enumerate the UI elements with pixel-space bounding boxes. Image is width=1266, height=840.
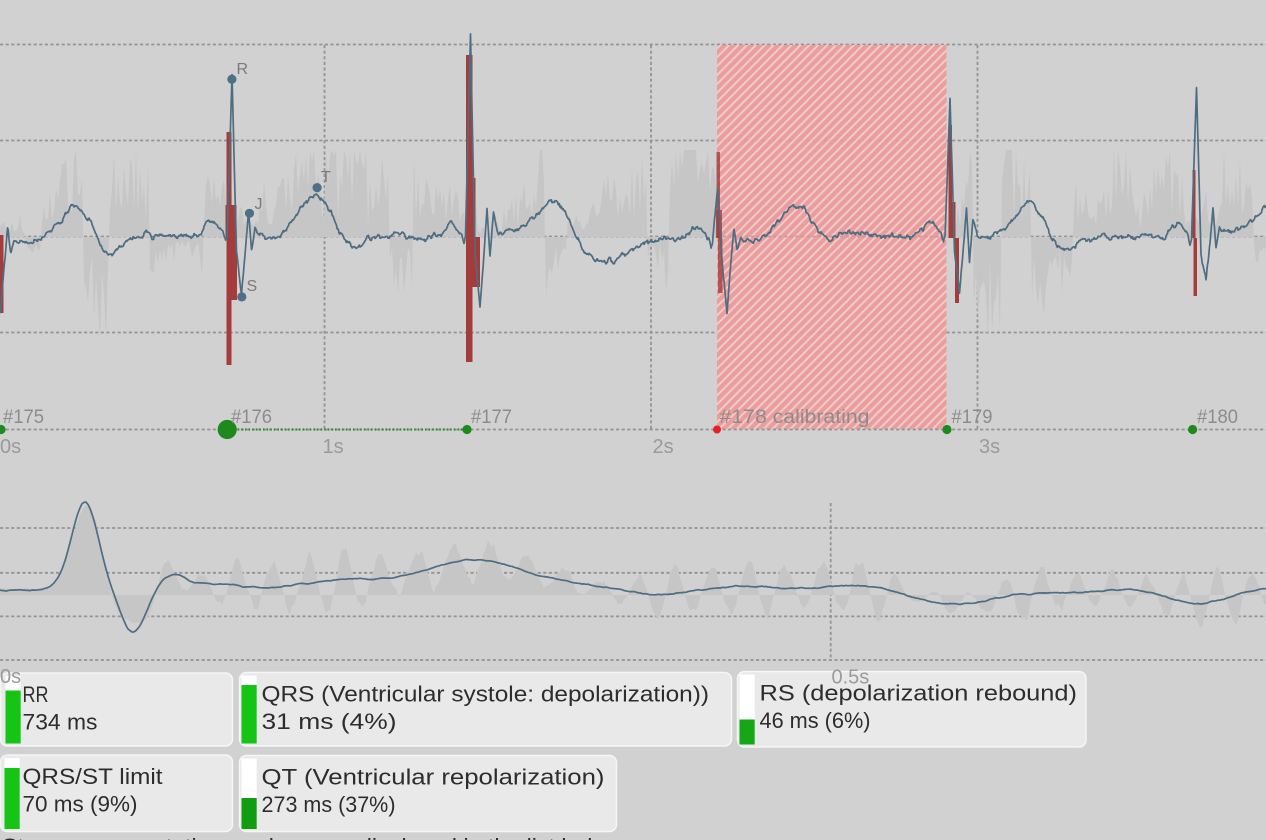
svg-text:273 ms (37%): 273 ms (37%) [262, 792, 396, 817]
svg-text:#180: #180 [1197, 406, 1238, 428]
svg-text:Stream segmentation markers ar: Stream segmentation markers are displaye… [2, 834, 622, 840]
svg-text:QRS (Ventricular systole: depo: QRS (Ventricular systole: depolarization… [262, 681, 710, 706]
svg-text:#175: #175 [3, 406, 44, 428]
svg-text:RR: RR [23, 682, 49, 707]
svg-text:QRS/ST limit: QRS/ST limit [23, 764, 163, 789]
svg-text:QT (Ventricular repolarization: QT (Ventricular repolarization) [262, 764, 605, 789]
svg-text:RS (depolarization rebound): RS (depolarization rebound) [760, 680, 1078, 705]
svg-text:46 ms (6%): 46 ms (6%) [760, 708, 871, 733]
svg-text:31 ms (4%): 31 ms (4%) [262, 709, 397, 734]
svg-text:#177: #177 [471, 406, 512, 428]
svg-text:1s: 1s [323, 436, 344, 458]
svg-text:0.5s: 0.5s [832, 667, 870, 689]
svg-text:#178 calibrating: #178 calibrating [720, 406, 870, 428]
svg-text:#179: #179 [952, 406, 993, 428]
svg-text:3s: 3s [979, 436, 1000, 458]
svg-text:0s: 0s [0, 436, 21, 458]
svg-text:0s: 0s [0, 666, 21, 688]
svg-text:#176: #176 [231, 406, 272, 428]
svg-text:2s: 2s [653, 436, 674, 458]
svg-text:70 ms (9%): 70 ms (9%) [23, 791, 138, 816]
svg-text:T: T [321, 169, 331, 186]
svg-text:J: J [255, 196, 263, 213]
svg-text:S: S [247, 278, 258, 295]
svg-text:R: R [237, 61, 249, 78]
svg-text:734 ms: 734 ms [23, 709, 98, 734]
